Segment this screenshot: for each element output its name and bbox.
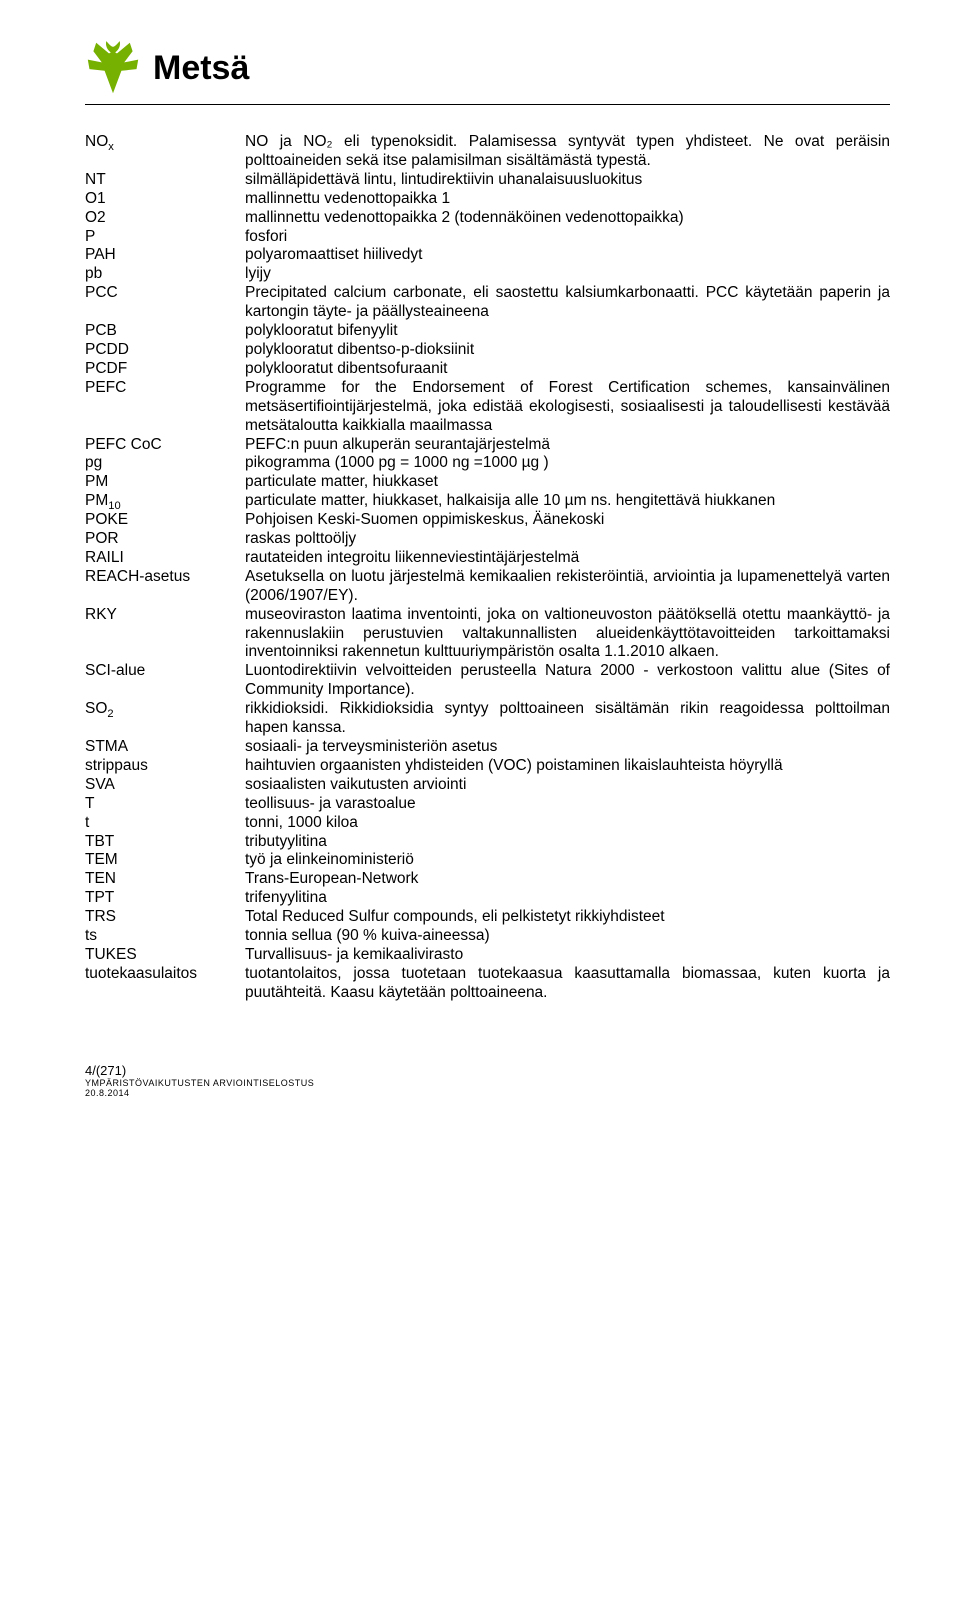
definition-term: strippaus [85, 757, 235, 776]
definition-term: SO2 [85, 700, 235, 738]
definition-term: SVA [85, 776, 235, 795]
definition-description: fosfori [245, 228, 890, 247]
definition-description: haihtuvien orgaanisten yhdisteiden (VOC)… [245, 757, 890, 776]
definition-term: pg [85, 454, 235, 473]
definition-description: Trans-European-Network [245, 870, 890, 889]
header-divider [85, 104, 890, 105]
definition-term: t [85, 814, 235, 833]
definition-description: sosiaali- ja terveysministeriön asetus [245, 738, 890, 757]
definition-description: museoviraston laatima inventointi, joka … [245, 606, 890, 663]
definition-description: tonni, 1000 kiloa [245, 814, 890, 833]
definition-term: RKY [85, 606, 235, 663]
brand-name: Metsä [153, 49, 249, 88]
definition-description: polyklooratut dibentso-p-dioksiinit [245, 341, 890, 360]
definition-term: O2 [85, 209, 235, 228]
definition-term: PCB [85, 322, 235, 341]
definition-term: NOx [85, 133, 235, 171]
definition-description: työ ja elinkeinoministeriö [245, 851, 890, 870]
definition-description: mallinnettu vedenottopaikka 2 (todennäkö… [245, 209, 890, 228]
definition-description: Luontodirektiivin velvoitteiden perustee… [245, 662, 890, 700]
definition-term: PM [85, 473, 235, 492]
definition-description: rautateiden integroitu liikenneviestintä… [245, 549, 890, 568]
definition-term: PCC [85, 284, 235, 322]
definition-description: pikogramma (1000 pg = 1000 ng =1000 µg ) [245, 454, 890, 473]
definition-description: raskas polttoöljy [245, 530, 890, 549]
definition-term: PEFC CoC [85, 436, 235, 455]
definition-description: rikkidioksidi. Rikkidioksidia syntyy pol… [245, 700, 890, 738]
definition-term: NT [85, 171, 235, 190]
definition-description: particulate matter, hiukkaset [245, 473, 890, 492]
definition-description: tributyylitina [245, 833, 890, 852]
definition-description: Pohjoisen Keski-Suomen oppimiskeskus, Ää… [245, 511, 890, 530]
definition-description: sosiaalisten vaikutusten arviointi [245, 776, 890, 795]
definition-description: polyaromaattiset hiilivedyt [245, 246, 890, 265]
definition-term: TPT [85, 889, 235, 908]
definition-description: Turvallisuus- ja kemikaalivirasto [245, 946, 890, 965]
definition-term: STMA [85, 738, 235, 757]
definition-term: PCDD [85, 341, 235, 360]
footer-page-number: 4/(271) [85, 1063, 890, 1078]
definition-term: TUKES [85, 946, 235, 965]
definition-description: lyijy [245, 265, 890, 284]
footer-doc-title: YMPÄRISTÖVAIKUTUSTEN ARVIOINTISELOSTUS [85, 1078, 890, 1088]
definition-description: polyklooratut dibentsofuraanit [245, 360, 890, 379]
definition-description: Asetuksella on luotu järjestelmä kemikaa… [245, 568, 890, 606]
metsa-logo-icon [85, 40, 141, 96]
definition-description: PEFC:n puun alkuperän seurantajärjestelm… [245, 436, 890, 455]
page-header: Metsä [85, 40, 890, 96]
definition-term: ts [85, 927, 235, 946]
definition-description: Total Reduced Sulfur compounds, eli pelk… [245, 908, 890, 927]
definition-term: TEM [85, 851, 235, 870]
definition-term: PAH [85, 246, 235, 265]
definition-description: mallinnettu vedenottopaikka 1 [245, 190, 890, 209]
definition-description: NO ja NO₂ eli typenoksidit. Palamisessa … [245, 133, 890, 171]
definition-description: trifenyylitina [245, 889, 890, 908]
definition-term: SCI-alue [85, 662, 235, 700]
definition-term: POKE [85, 511, 235, 530]
definitions-list: NOx NO ja NO₂ eli typenoksidit. Palamises… [85, 133, 890, 1003]
definition-term: TBT [85, 833, 235, 852]
definition-description: teollisuus- ja varastoalue [245, 795, 890, 814]
definition-term: tuotekaasulaitos [85, 965, 235, 1003]
definition-term: T [85, 795, 235, 814]
definition-description: tuotantolaitos, jossa tuotetaan tuotekaa… [245, 965, 890, 1003]
definition-description: silmälläpidettävä lintu, lintudirektiivi… [245, 171, 890, 190]
definition-description: polyklooratut bifenyylit [245, 322, 890, 341]
definition-term: PEFC [85, 379, 235, 436]
definition-term: TEN [85, 870, 235, 889]
definition-description: tonnia sellua (90 % kuiva-aineessa) [245, 927, 890, 946]
definition-description: Programme for the Endorsement of Forest … [245, 379, 890, 436]
definition-term: pb [85, 265, 235, 284]
definition-term: PCDF [85, 360, 235, 379]
definition-term: POR [85, 530, 235, 549]
definition-term: O1 [85, 190, 235, 209]
footer-date: 20.8.2014 [85, 1088, 890, 1098]
definition-term: PM10 [85, 492, 235, 511]
definition-term: P [85, 228, 235, 247]
definition-term: REACH-asetus [85, 568, 235, 606]
page-footer: 4/(271) YMPÄRISTÖVAIKUTUSTEN ARVIOINTISE… [85, 1063, 890, 1098]
definition-term: RAILI [85, 549, 235, 568]
definition-term: TRS [85, 908, 235, 927]
definition-description: particulate matter, hiukkaset, halkaisij… [245, 492, 890, 511]
definition-description: Precipitated calcium carbonate, eli saos… [245, 284, 890, 322]
